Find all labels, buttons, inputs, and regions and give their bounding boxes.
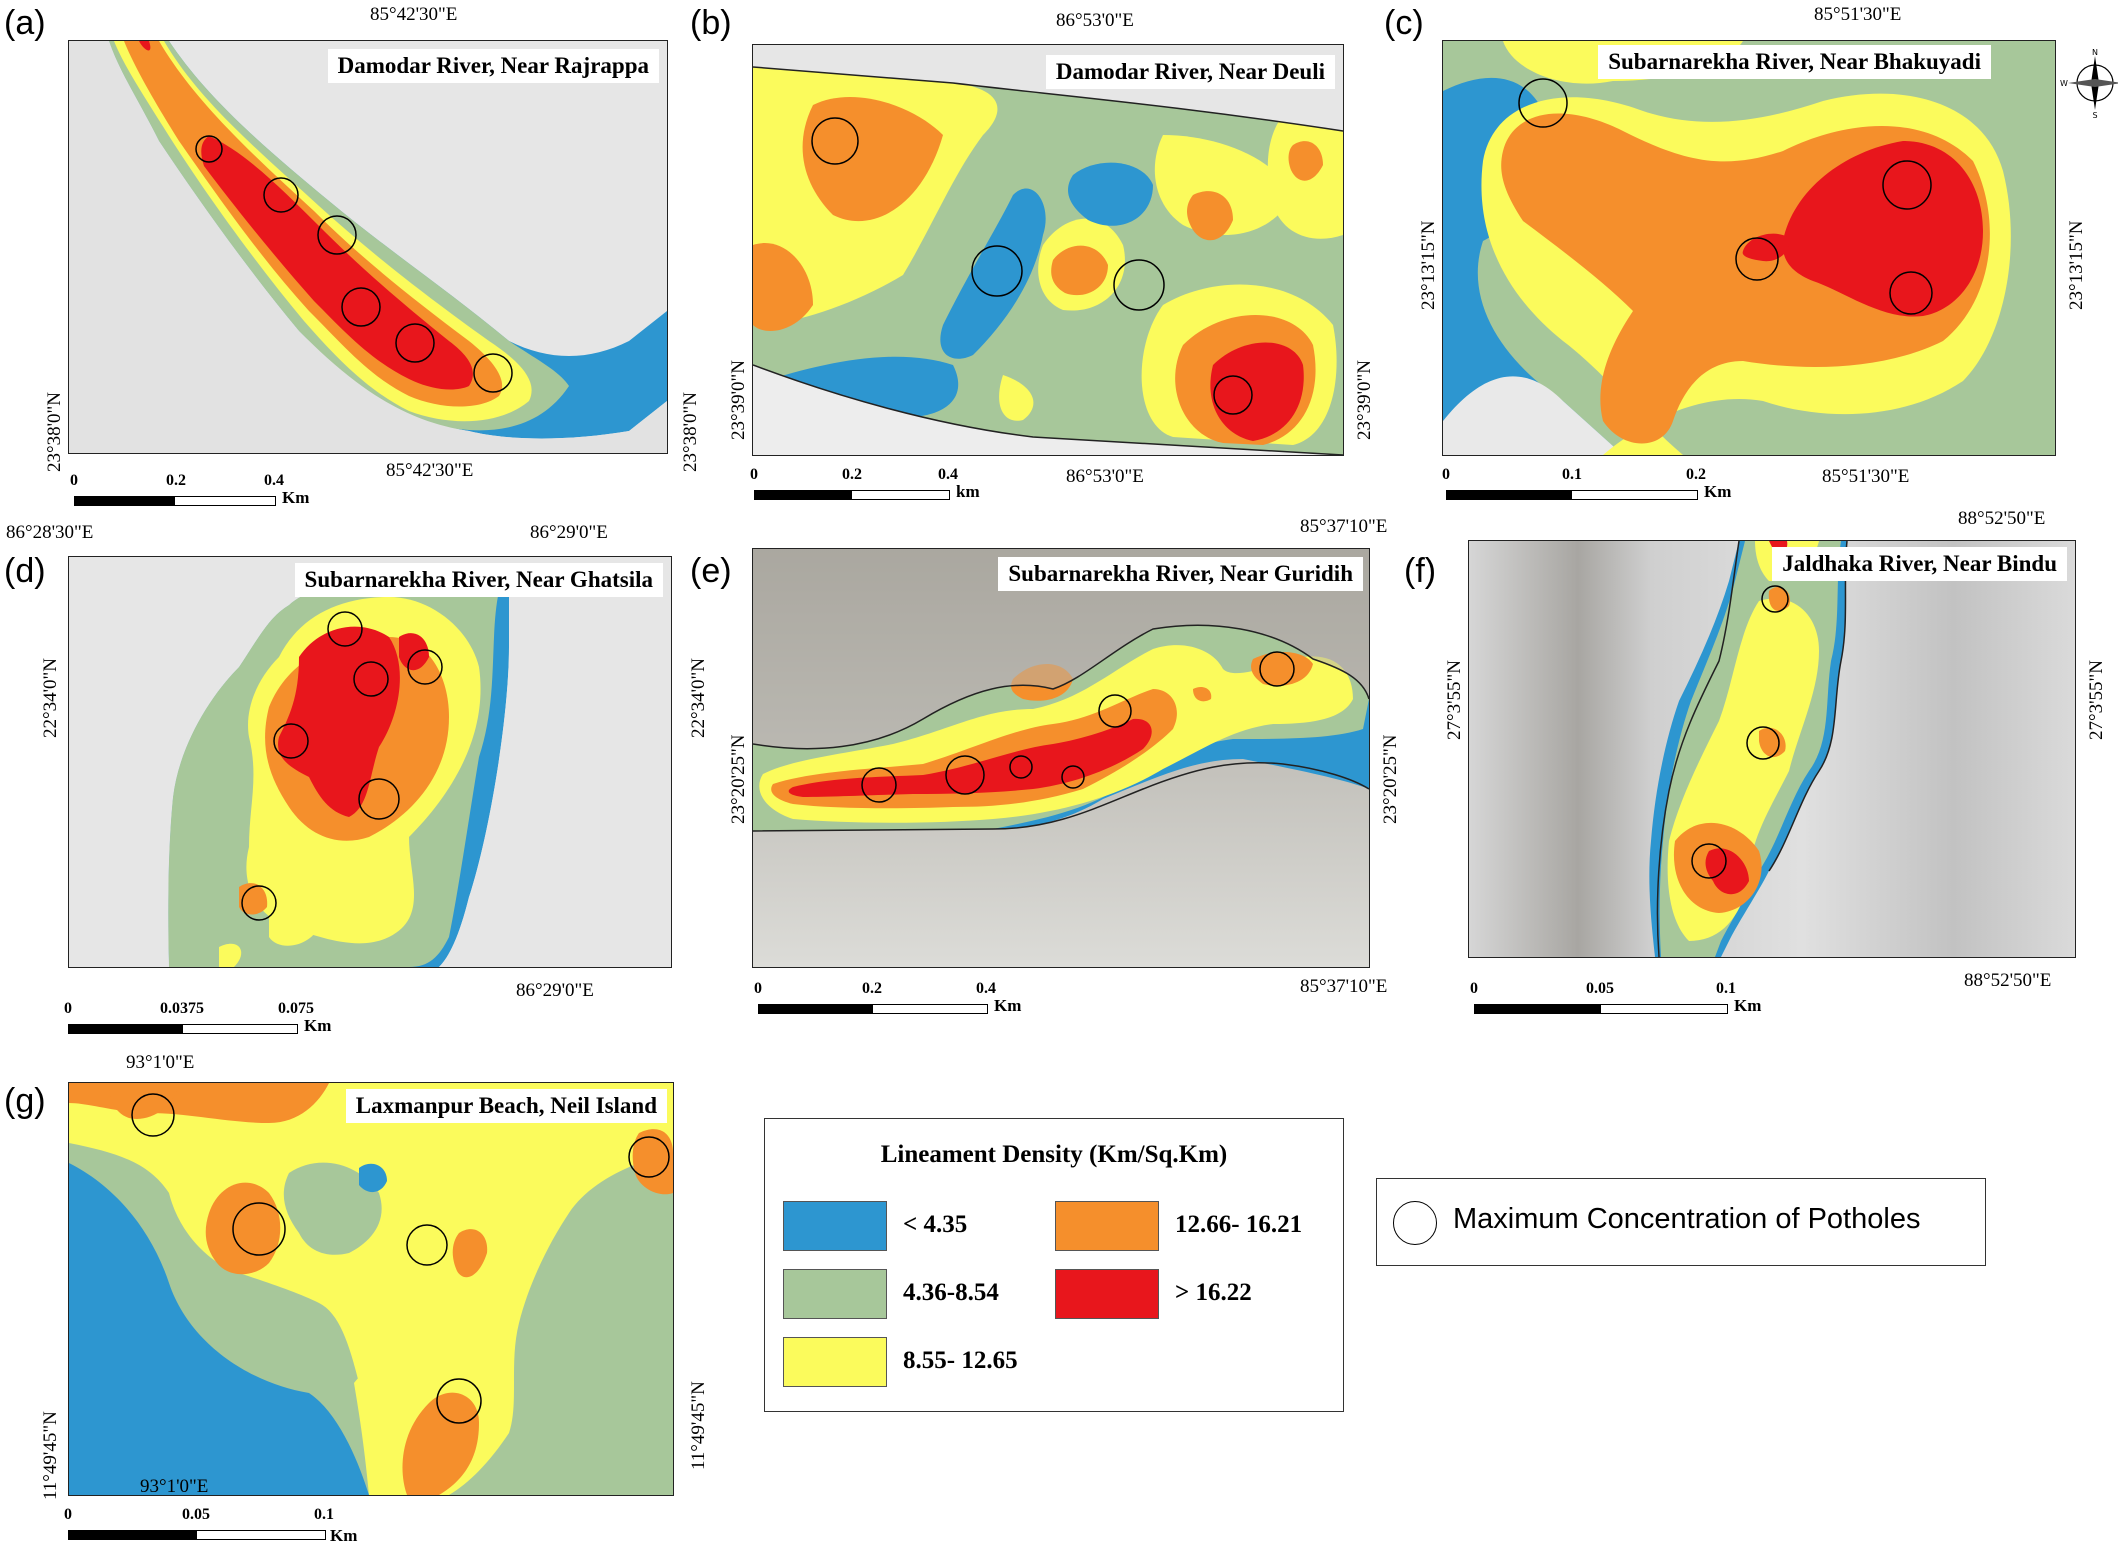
scale-unit: Km	[304, 1016, 332, 1035]
top-longitude-label: 93°1'0"E	[126, 1052, 195, 1073]
scale-tick: 0.1	[1562, 466, 1582, 483]
panel-letter: (e)	[690, 552, 732, 590]
bottom-longitude-label: 88°52'50"E	[1964, 970, 2052, 991]
panel-letter: (g)	[4, 1082, 46, 1120]
panel-letter: (d)	[4, 552, 46, 590]
compass-n-label: N	[2092, 48, 2098, 57]
map-d: Subarnarekha River, Near Ghatsila	[68, 556, 672, 968]
scale-tick: 0.1	[1716, 980, 1736, 997]
scale-tick: 0.2	[862, 980, 882, 997]
scale-tick: 0.2	[166, 472, 186, 489]
top-longitude-label: 86°53'0"E	[1056, 10, 1134, 31]
scale-tick: 0.2	[842, 466, 862, 483]
scale-tick: 0.4	[264, 472, 284, 489]
scale-unit: Km	[330, 1526, 358, 1545]
right-latitude-label: 27°3'55"N	[2086, 660, 2107, 740]
map-g: Laxmanpur Beach, Neil Island	[68, 1082, 674, 1496]
bottom-longitude-label: 86°29'0"E	[516, 980, 594, 1001]
legend-label-low-mid: 4.36-8.54	[903, 1279, 999, 1306]
bottom-longitude-label: 85°51'30"E	[1822, 466, 1910, 487]
top-longitude-label-right: 86°29'0"E	[530, 522, 608, 543]
map-c: Subarnarekha River, Near Bhakuyadi	[1442, 40, 2056, 456]
map-title: Damodar River, Near Rajrappa	[327, 49, 659, 83]
scale-unit: Km	[1734, 996, 1762, 1015]
legend-label-mid: 8.55- 12.65	[903, 1347, 1018, 1374]
left-latitude-label: 23°39'0"N	[728, 360, 749, 440]
compass-s-label: S	[2092, 111, 2097, 118]
left-latitude-label: 27°3'55"N	[1444, 660, 1465, 740]
north-arrow-compass-icon: N E S W	[2060, 48, 2118, 120]
pothole-legend-label: Maximum Concentration of Potholes	[1453, 1203, 1921, 1235]
scale-tick: 0	[64, 1506, 72, 1523]
map-title: Damodar River, Near Deuli	[1045, 55, 1335, 89]
bottom-longitude-label: 85°42'30"E	[386, 460, 474, 481]
scale-tick: 0	[750, 466, 758, 483]
map-title: Subarnarekha River, Near Bhakuyadi	[1598, 45, 1991, 79]
scale-tick: 0.05	[182, 1506, 210, 1523]
right-latitude-label: 23°38'0"N	[680, 392, 701, 472]
scale-tick: 0	[1470, 980, 1478, 997]
scale-unit: km	[956, 482, 980, 501]
right-latitude-label: 11°49'45"N	[688, 1381, 709, 1470]
bottom-longitude-label: 86°53'0"E	[1066, 466, 1144, 487]
scale-tick: 0.2	[1686, 466, 1706, 483]
scale-tick: 0.4	[976, 980, 996, 997]
legend-swatch-mid	[783, 1337, 887, 1387]
top-longitude-label: 85°37'10"E	[1300, 516, 1388, 537]
scale-tick: 0.1	[314, 1506, 334, 1523]
map-title: Subarnarekha River, Near Guridih	[998, 557, 1363, 591]
right-latitude-label: 22°34'0"N	[688, 658, 709, 738]
legend-label-low: < 4.35	[903, 1211, 968, 1238]
scale-tick: 0.075	[278, 1000, 314, 1017]
scale-tick: 0	[754, 980, 762, 997]
scale-tick: 0.0375	[160, 1000, 204, 1017]
bottom-longitude-label: 93°1'0"E	[140, 1476, 209, 1497]
left-latitude-label: 23°13'15"N	[1418, 220, 1439, 311]
scale-unit: Km	[282, 488, 310, 507]
map-title: Laxmanpur Beach, Neil Island	[345, 1089, 667, 1123]
legend-label-very-high: > 16.22	[1175, 1279, 1252, 1306]
legend-label-high: 12.66- 16.21	[1175, 1211, 1303, 1238]
panel-letter: (c)	[1384, 4, 1424, 42]
panel-letter: (b)	[690, 4, 732, 42]
scale-tick: 0	[64, 1000, 72, 1017]
left-latitude-label: 11°49'45"N	[40, 1411, 61, 1500]
right-latitude-label: 23°20'25"N	[1380, 734, 1401, 825]
top-longitude-label: 85°51'30"E	[1814, 4, 1902, 25]
legend-title: Lineament Density (Km/Sq.Km)	[880, 1141, 1228, 1168]
map-f: Jaldhaka River, Near Bindu	[1468, 540, 2076, 958]
map-a: Damodar River, Near Rajrappa	[68, 40, 668, 454]
top-longitude-label-left: 86°28'30"E	[6, 522, 94, 543]
pothole-legend: Maximum Concentration of Potholes	[1376, 1178, 1986, 1266]
scale-unit: Km	[1704, 482, 1732, 501]
scale-tick: 0.05	[1586, 980, 1614, 997]
scale-unit: Km	[994, 996, 1022, 1015]
right-latitude-label: 23°13'15"N	[2066, 220, 2087, 311]
scale-tick: 0	[70, 472, 78, 489]
legend-swatch-low-mid	[783, 1269, 887, 1319]
panel-letter: (f)	[1404, 552, 1437, 590]
scale-tick: 0.4	[938, 466, 958, 483]
map-title: Subarnarekha River, Near Ghatsila	[294, 563, 663, 597]
top-longitude-label: 88°52'50"E	[1958, 508, 2046, 529]
compass-w-label: W	[2060, 79, 2068, 88]
panel-letter: (a)	[4, 4, 46, 42]
right-latitude-label: 23°39'0"N	[1354, 360, 1375, 440]
legend-swatch-low	[783, 1201, 887, 1251]
pothole-circle-icon	[1393, 1201, 1437, 1245]
legend-swatch-high	[1055, 1201, 1159, 1251]
left-latitude-label: 22°34'0"N	[40, 658, 61, 738]
bottom-longitude-label: 85°37'10"E	[1300, 976, 1388, 997]
lineament-density-legend: Lineament Density (Km/Sq.Km) < 4.35 4.36…	[764, 1118, 1344, 1412]
left-latitude-label: 23°20'25"N	[728, 734, 749, 825]
scale-tick: 0	[1442, 466, 1450, 483]
left-latitude-label: 23°38'0"N	[44, 392, 65, 472]
map-b: Damodar River, Near Deuli	[752, 44, 1344, 456]
legend-swatch-very-high	[1055, 1269, 1159, 1319]
map-title: Jaldhaka River, Near Bindu	[1772, 547, 2067, 581]
map-e: Subarnarekha River, Near Guridih	[752, 548, 1370, 968]
top-longitude-label: 85°42'30"E	[370, 4, 458, 25]
